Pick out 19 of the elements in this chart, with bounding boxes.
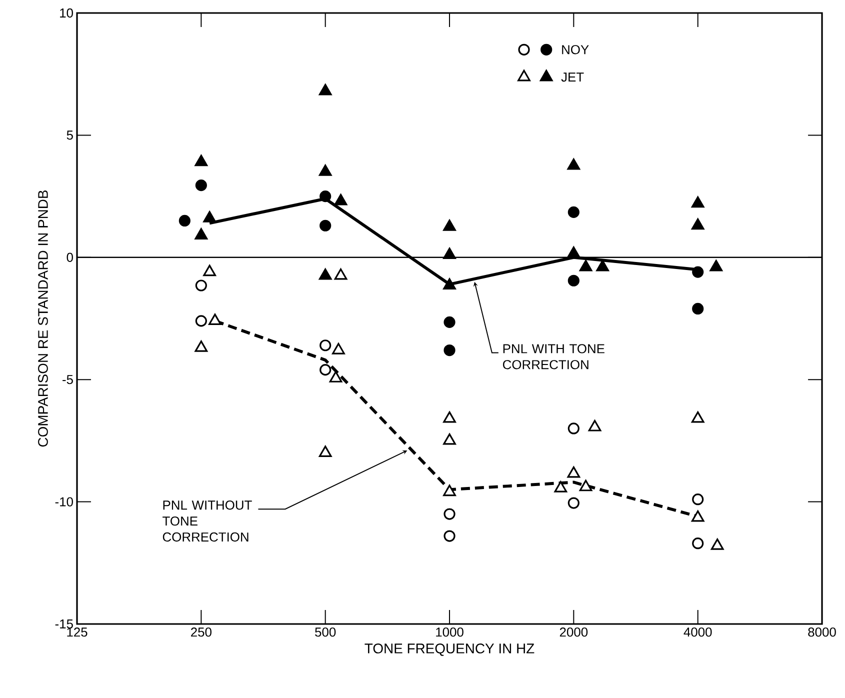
x-tick-label: 125: [67, 628, 88, 637]
y-tick-label: -15: [55, 619, 73, 629]
legend-label: NOY: [562, 45, 589, 54]
x-axis-title: TONE FREQUENCY IN HZ: [364, 644, 534, 656]
y-tick-label: 10: [60, 8, 73, 18]
x-tick-label: 1000: [436, 628, 464, 637]
x-tick-label: 8000: [808, 628, 836, 637]
y-tick-label: -10: [55, 497, 73, 506]
y-tick-label: 0: [66, 252, 73, 262]
y-tick-label: 5: [66, 130, 73, 140]
y-tick-label: -5: [62, 375, 73, 384]
x-tick-label: 500: [315, 628, 336, 637]
y-axis-title: COMPARISON RE STANDARD IN PNDB: [38, 190, 48, 447]
legend-label: JET: [561, 72, 584, 82]
x-tick-label: 250: [191, 628, 212, 637]
x-tick-label: 2000: [560, 628, 588, 637]
annotation: PNL WITHOUT TONE CORRECTION: [162, 500, 252, 542]
annotation: PNL WITH TONE CORRECTION: [502, 344, 604, 370]
x-tick-label: 4000: [684, 628, 712, 637]
